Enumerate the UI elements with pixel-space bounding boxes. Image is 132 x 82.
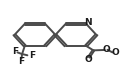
Text: N: N bbox=[84, 18, 91, 27]
Text: O: O bbox=[84, 55, 92, 64]
Text: O: O bbox=[102, 45, 110, 54]
Text: O: O bbox=[112, 47, 119, 56]
Text: F: F bbox=[18, 57, 24, 66]
Text: F: F bbox=[29, 51, 36, 60]
Text: F: F bbox=[12, 47, 18, 56]
